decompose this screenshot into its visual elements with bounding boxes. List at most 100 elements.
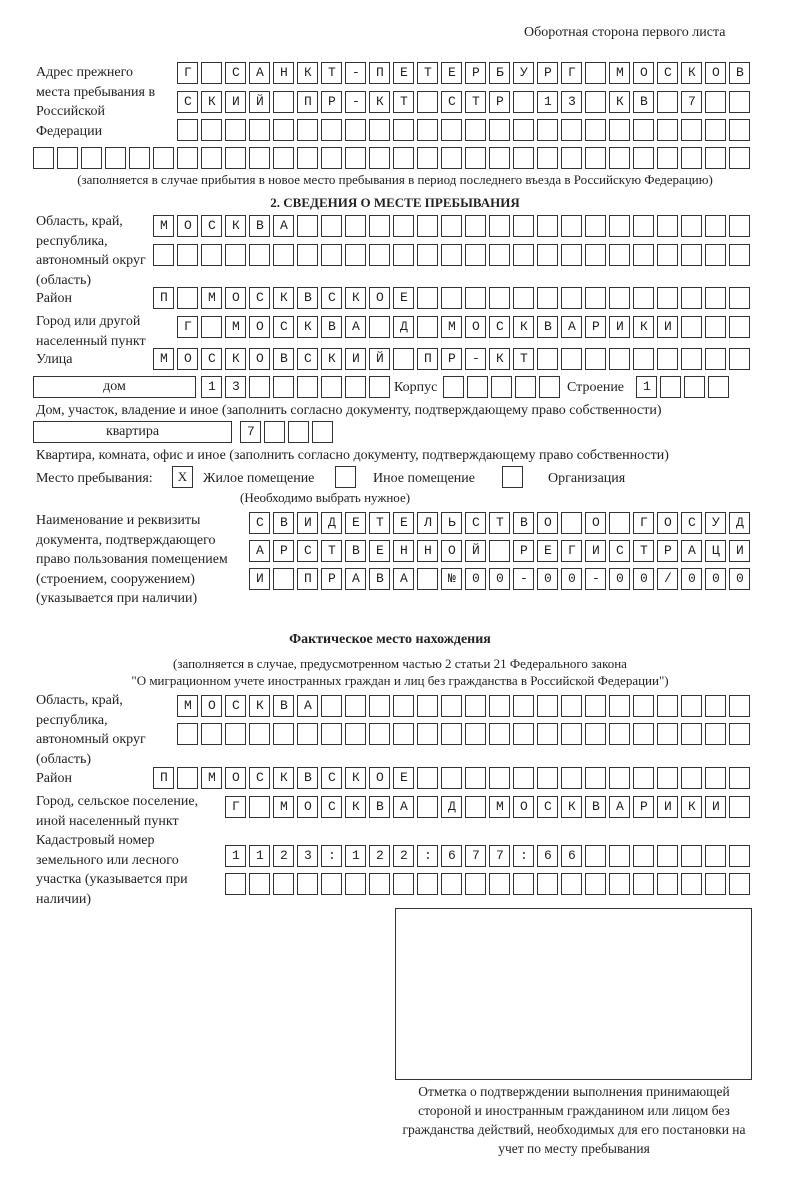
char-cell[interactable] — [585, 215, 606, 237]
char-cell[interactable] — [681, 119, 702, 141]
char-cell[interactable] — [633, 512, 654, 534]
char-cell[interactable] — [657, 540, 678, 562]
char-cell[interactable] — [657, 348, 678, 370]
char-cell[interactable] — [297, 348, 318, 370]
char-cell[interactable] — [609, 568, 630, 590]
char-cell[interactable] — [681, 540, 702, 562]
char-cell[interactable] — [585, 540, 606, 562]
char-cell[interactable] — [369, 512, 390, 534]
char-cell[interactable] — [561, 91, 582, 113]
char-cell[interactable] — [513, 119, 534, 141]
char-cell[interactable] — [609, 512, 630, 534]
char-cell[interactable] — [225, 62, 246, 84]
char-cell[interactable] — [177, 119, 198, 141]
char-cell[interactable] — [225, 376, 246, 398]
char-cell[interactable] — [561, 512, 582, 534]
char-cell[interactable] — [489, 568, 510, 590]
char-cell[interactable] — [729, 845, 750, 867]
char-cell[interactable] — [489, 215, 510, 237]
char-cell[interactable] — [609, 287, 630, 309]
char-cell[interactable] — [441, 287, 462, 309]
char-cell[interactable] — [441, 348, 462, 370]
char-cell[interactable] — [201, 723, 222, 745]
char-cell[interactable] — [417, 91, 438, 113]
char-cell[interactable] — [369, 540, 390, 562]
char-cell[interactable] — [297, 91, 318, 113]
char-cell[interactable] — [393, 62, 414, 84]
char-cell[interactable] — [321, 316, 342, 338]
char-cell[interactable] — [513, 873, 534, 895]
char-cell[interactable] — [585, 348, 606, 370]
char-cell[interactable] — [513, 287, 534, 309]
char-cell[interactable] — [537, 796, 558, 818]
char-cell[interactable] — [729, 215, 750, 237]
char-cell[interactable] — [489, 767, 510, 789]
checkbox-residential[interactable]: Х — [172, 466, 193, 488]
char-cell[interactable] — [657, 62, 678, 84]
char-cell[interactable] — [369, 723, 390, 745]
char-cell[interactable] — [297, 119, 318, 141]
char-cell[interactable] — [660, 376, 681, 398]
char-cell[interactable] — [345, 723, 366, 745]
char-cell[interactable] — [312, 421, 333, 443]
char-cell[interactable] — [729, 119, 750, 141]
char-cell[interactable] — [393, 348, 414, 370]
char-cell[interactable] — [249, 348, 270, 370]
char-cell[interactable] — [513, 723, 534, 745]
char-cell[interactable] — [321, 723, 342, 745]
char-cell[interactable] — [153, 287, 174, 309]
char-cell[interactable] — [249, 540, 270, 562]
char-cell[interactable] — [489, 845, 510, 867]
char-cell[interactable] — [537, 91, 558, 113]
char-cell[interactable] — [297, 147, 318, 169]
char-cell[interactable] — [33, 147, 54, 169]
char-cell[interactable] — [321, 845, 342, 867]
char-cell[interactable] — [249, 287, 270, 309]
char-cell[interactable] — [705, 119, 726, 141]
char-cell[interactable] — [393, 723, 414, 745]
char-cell[interactable] — [705, 512, 726, 534]
char-cell[interactable] — [441, 568, 462, 590]
char-cell[interactable] — [297, 540, 318, 562]
char-cell[interactable] — [465, 348, 486, 370]
char-cell[interactable] — [705, 723, 726, 745]
char-cell[interactable] — [393, 873, 414, 895]
char-cell[interactable] — [321, 540, 342, 562]
char-cell[interactable] — [225, 147, 246, 169]
char-cell[interactable] — [585, 845, 606, 867]
char-cell[interactable] — [225, 287, 246, 309]
char-cell[interactable] — [273, 147, 294, 169]
char-cell[interactable] — [729, 723, 750, 745]
char-cell[interactable] — [657, 215, 678, 237]
char-cell[interactable] — [609, 244, 630, 266]
char-cell[interactable] — [273, 873, 294, 895]
char-cell[interactable] — [705, 91, 726, 113]
char-cell[interactable] — [273, 568, 294, 590]
char-cell[interactable] — [705, 568, 726, 590]
char-cell[interactable] — [561, 873, 582, 895]
char-cell[interactable] — [249, 873, 270, 895]
char-cell[interactable] — [441, 91, 462, 113]
char-cell[interactable] — [153, 348, 174, 370]
char-cell[interactable] — [489, 62, 510, 84]
char-cell[interactable] — [369, 62, 390, 84]
char-cell[interactable] — [345, 244, 366, 266]
char-cell[interactable] — [513, 215, 534, 237]
char-cell[interactable] — [705, 845, 726, 867]
char-cell[interactable] — [225, 119, 246, 141]
char-cell[interactable] — [465, 512, 486, 534]
char-cell[interactable] — [441, 540, 462, 562]
char-cell[interactable] — [657, 723, 678, 745]
char-cell[interactable] — [585, 244, 606, 266]
char-cell[interactable] — [585, 119, 606, 141]
char-cell[interactable] — [225, 316, 246, 338]
char-cell[interactable] — [681, 62, 702, 84]
char-cell[interactable] — [273, 540, 294, 562]
char-cell[interactable] — [681, 512, 702, 534]
char-cell[interactable] — [321, 215, 342, 237]
char-cell[interactable] — [201, 287, 222, 309]
char-cell[interactable] — [417, 147, 438, 169]
char-cell[interactable] — [537, 62, 558, 84]
char-cell[interactable] — [681, 244, 702, 266]
char-cell[interactable] — [345, 147, 366, 169]
